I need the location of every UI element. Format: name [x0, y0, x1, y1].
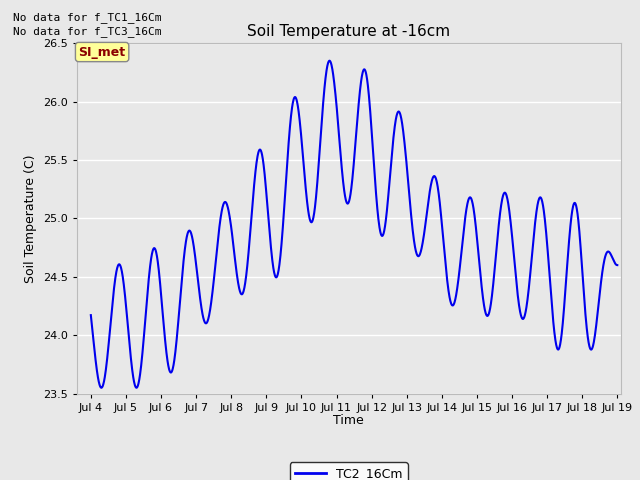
Text: No data for f_TC3_16Cm: No data for f_TC3_16Cm: [13, 26, 161, 37]
Text: SI_met: SI_met: [79, 46, 125, 59]
Title: Soil Temperature at -16cm: Soil Temperature at -16cm: [247, 24, 451, 39]
Legend: TC2_16Cm: TC2_16Cm: [290, 462, 408, 480]
Y-axis label: Soil Temperature (C): Soil Temperature (C): [24, 154, 37, 283]
Text: No data for f_TC1_16Cm: No data for f_TC1_16Cm: [13, 12, 161, 23]
X-axis label: Time: Time: [333, 414, 364, 427]
